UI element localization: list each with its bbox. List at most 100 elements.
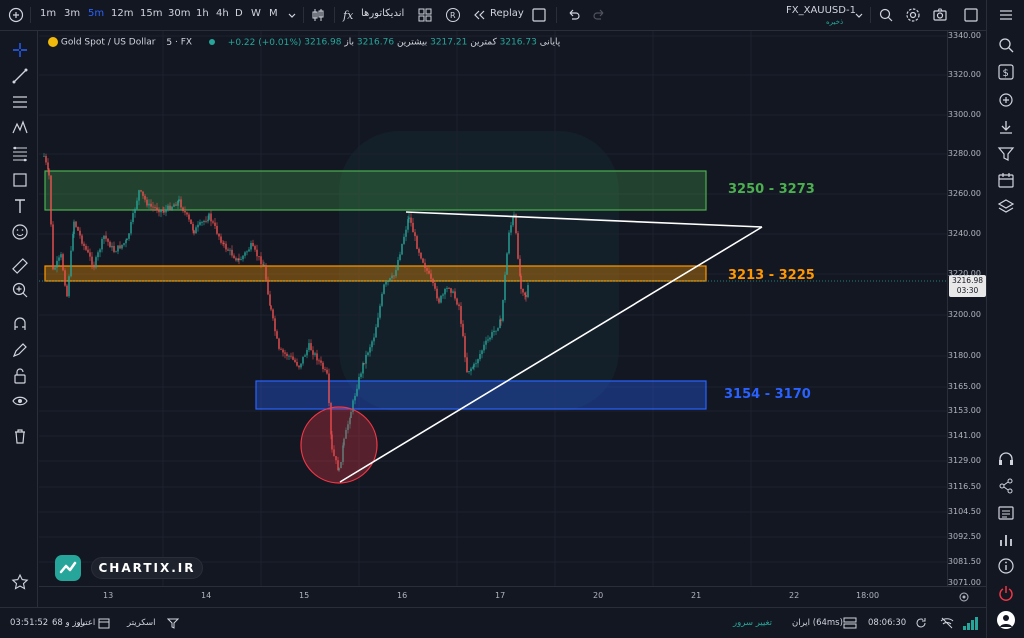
layers-icon[interactable]: [997, 197, 1015, 215]
news-icon[interactable]: [997, 504, 1015, 522]
redo-icon[interactable]: [592, 7, 608, 23]
share-icon[interactable]: [997, 477, 1015, 495]
timeframe-d[interactable]: D: [235, 8, 243, 19]
triangle-upper-line[interactable]: [405, 211, 763, 228]
screener-button[interactable]: اسکریتر: [127, 618, 156, 628]
candle-body: [50, 175, 52, 225]
candle-body: [517, 233, 519, 259]
orange-zone[interactable]: [44, 265, 707, 282]
power-icon[interactable]: [997, 584, 1015, 602]
alert-icon[interactable]: R: [445, 7, 461, 23]
timeframe-w[interactable]: W: [251, 8, 261, 19]
replay-button[interactable]: Replay: [490, 8, 524, 19]
ruler-icon[interactable]: [11, 257, 29, 275]
screener-filter-icon[interactable]: [167, 617, 179, 629]
candle-body: [56, 260, 58, 268]
candle-body: [350, 411, 352, 418]
legend-low-value: 3216.73: [499, 37, 537, 48]
chart-pane[interactable]: 3250 - 3273 3213 - 3225 3154 - 3170: [39, 31, 947, 586]
support-headset-icon[interactable]: [997, 450, 1015, 468]
fx-icon[interactable]: fx: [342, 7, 358, 23]
candle-body: [48, 169, 50, 176]
maximize-icon[interactable]: [963, 7, 979, 23]
gear-icon[interactable]: [905, 7, 921, 23]
watermark-logo: [339, 131, 619, 411]
symbol-name[interactable]: FX_XAUUSD-1: [786, 5, 856, 16]
eye-icon[interactable]: [11, 392, 29, 410]
add-symbol-icon[interactable]: [8, 7, 24, 23]
legend-exchange: FX: [180, 37, 193, 48]
favorites-star-icon[interactable]: [11, 573, 29, 591]
candle-body: [167, 205, 169, 210]
magnet-icon[interactable]: [11, 315, 29, 333]
timeframe-5m[interactable]: 5m: [88, 8, 105, 19]
layout-grid-icon[interactable]: [417, 7, 433, 23]
candle-body: [489, 337, 491, 340]
search-icon[interactable]: [997, 36, 1015, 54]
blue-zone[interactable]: [255, 380, 707, 410]
lock-icon[interactable]: [11, 367, 29, 385]
zoom-in-icon[interactable]: [11, 281, 29, 299]
candles-icon[interactable]: [310, 7, 326, 23]
download-icon[interactable]: [997, 118, 1015, 136]
price-axis[interactable]: 3216.98 03:30 3340.00 3320.00 3300.00 3280.…: [947, 31, 986, 587]
replay-icon[interactable]: [470, 7, 486, 23]
emoji-icon[interactable]: [11, 223, 29, 241]
indicators-button[interactable]: اندیکاتورها: [361, 8, 405, 19]
calendar-icon[interactable]: [997, 171, 1015, 189]
trendline-icon[interactable]: [11, 67, 29, 85]
low-highlight-circle[interactable]: [300, 406, 378, 484]
info-icon[interactable]: [997, 557, 1015, 575]
timeframe-1h[interactable]: 1h: [196, 8, 209, 19]
chevron-down-icon[interactable]: [851, 7, 867, 23]
fullscreen-icon[interactable]: [531, 7, 547, 23]
timeframe-12m[interactable]: 12m: [111, 8, 134, 19]
timeframe-4h[interactable]: 4h: [216, 8, 229, 19]
user-avatar-icon[interactable]: [997, 611, 1015, 629]
filter-icon[interactable]: [997, 145, 1015, 163]
rectangle-icon[interactable]: [11, 171, 29, 189]
candle-body: [58, 257, 60, 261]
search-zoom-icon[interactable]: [878, 7, 894, 23]
candle-body: [464, 336, 466, 358]
legend-title[interactable]: Gold Spot / US Dollar: [60, 37, 156, 48]
axis-settings-icon[interactable]: [958, 591, 970, 603]
timeframe-3m[interactable]: 3m: [64, 8, 81, 19]
candle-body: [520, 275, 522, 289]
candle-body: [218, 233, 220, 237]
timeframe-m[interactable]: M: [269, 8, 278, 19]
fib-icon[interactable]: [11, 145, 29, 163]
pencil-lock-icon[interactable]: [11, 341, 29, 359]
timeframe-1m[interactable]: 1m: [40, 8, 57, 19]
trash-icon[interactable]: [11, 427, 29, 445]
top-toolbar: 1m 3m 5m 12m 15m 30m 1h 4h D W M fx اندی…: [0, 0, 986, 31]
time-tick: 15: [299, 591, 310, 600]
candle-body: [377, 317, 379, 328]
horizontal-lines-icon[interactable]: [11, 93, 29, 111]
price-chart[interactable]: [39, 31, 947, 586]
chevron-down-icon[interactable]: [284, 7, 300, 23]
timeframe-30m[interactable]: 30m: [168, 8, 191, 19]
text-icon[interactable]: [11, 197, 29, 215]
candle-body: [442, 294, 444, 296]
camera-icon[interactable]: [932, 7, 948, 23]
alarm-add-icon[interactable]: [997, 90, 1015, 108]
triangle-lower-line[interactable]: [339, 226, 763, 483]
grid: [39, 31, 947, 586]
reconnect-icon[interactable]: [915, 617, 927, 629]
bar-chart-icon[interactable]: [997, 531, 1015, 549]
dollar-icon[interactable]: $: [997, 63, 1015, 81]
candle-body: [52, 224, 54, 270]
candle-body: [117, 245, 119, 252]
candle-body: [188, 214, 190, 220]
timeframe-15m[interactable]: 15m: [140, 8, 163, 19]
candle-body: [349, 417, 351, 425]
menu-icon[interactable]: [997, 6, 1015, 24]
undo-icon[interactable]: [565, 7, 581, 23]
change-server-button[interactable]: تغییر سرور: [733, 618, 773, 628]
time-axis[interactable]: 13 14 15 16 17 20 21 22 18:00: [39, 586, 986, 607]
crosshair-icon[interactable]: [11, 41, 29, 59]
pattern-icon[interactable]: [11, 119, 29, 137]
candle-body: [278, 338, 280, 349]
green-zone[interactable]: [44, 170, 707, 211]
